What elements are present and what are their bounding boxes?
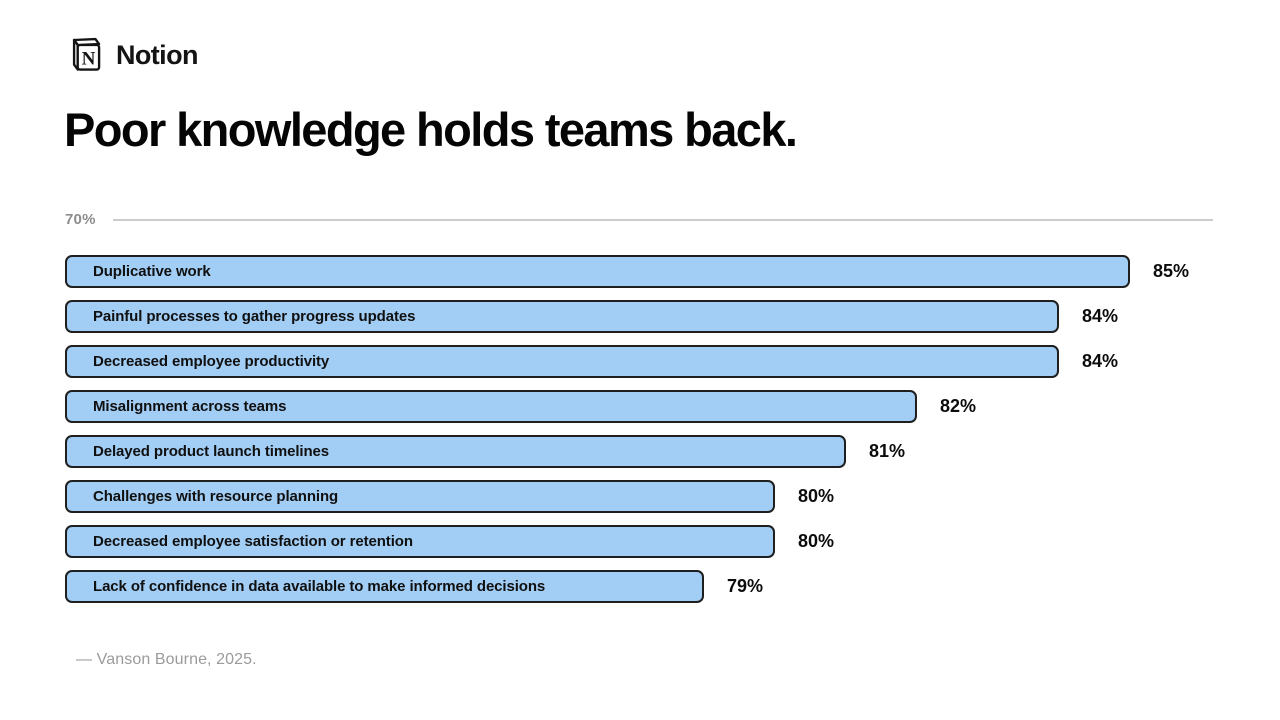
- bar: Decreased employee productivity: [65, 345, 1059, 378]
- bar: Misalignment across teams: [65, 390, 917, 423]
- bar-category-label: Decreased employee productivity: [93, 353, 330, 370]
- bar-category-label: Challenges with resource planning: [93, 488, 339, 505]
- bar: Delayed product launch timelines: [65, 435, 846, 468]
- bar-row: Duplicative work 85%: [65, 255, 1245, 288]
- bar-value-label: 80%: [798, 531, 835, 551]
- bar-value-label: 79%: [727, 576, 764, 596]
- bar-row: Painful processes to gather progress upd…: [65, 300, 1245, 333]
- brand-header: N Notion: [65, 35, 198, 75]
- axis-line: [112, 218, 1213, 221]
- bar-category-label: Delayed product launch timelines: [93, 443, 330, 460]
- bar-row: Lack of confidence in data available to …: [65, 570, 1245, 603]
- bar-row: Decreased employee satisfaction or reten…: [65, 525, 1245, 558]
- bar-value-label: 82%: [940, 396, 977, 416]
- bar-category-label: Painful processes to gather progress upd…: [93, 308, 416, 325]
- bar-chart: Duplicative work 85% Painful processes to …: [65, 255, 1245, 615]
- bar-category-label: Misalignment across teams: [93, 398, 287, 415]
- bar: Challenges with resource planning: [65, 480, 775, 513]
- bar-value-label: 84%: [1082, 351, 1119, 371]
- notion-logo-icon: N: [65, 35, 105, 75]
- axis-tick-label: 70%: [65, 211, 96, 228]
- svg-text:N: N: [82, 49, 96, 70]
- brand-name: Notion: [116, 39, 198, 70]
- bar-value-label: 85%: [1153, 261, 1190, 281]
- bar-value-label: 84%: [1082, 306, 1119, 326]
- bar-row: Decreased employee productivity 84%: [65, 345, 1245, 378]
- bar: Lack of confidence in data available to …: [65, 570, 704, 603]
- bar-row: Challenges with resource planning 80%: [65, 480, 1245, 513]
- bar-category-label: Lack of confidence in data available to …: [93, 578, 546, 595]
- page-title: Poor knowledge holds teams back.: [64, 103, 798, 156]
- bar-category-label: Duplicative work: [93, 263, 211, 280]
- bar: Duplicative work: [65, 255, 1130, 288]
- bar-category-label: Decreased employee satisfaction or reten…: [93, 533, 413, 550]
- bar-row: Misalignment across teams 82%: [65, 390, 1245, 423]
- bar: Decreased employee satisfaction or reten…: [65, 525, 775, 558]
- bar-value-label: 81%: [869, 441, 906, 461]
- bar: Painful processes to gather progress upd…: [65, 300, 1059, 333]
- source-citation: — Vanson Bourne, 2025.: [76, 651, 257, 668]
- x-axis: 70%: [65, 211, 1213, 228]
- bar-value-label: 80%: [798, 486, 835, 506]
- bar-row: Delayed product launch timelines 81%: [65, 435, 1245, 468]
